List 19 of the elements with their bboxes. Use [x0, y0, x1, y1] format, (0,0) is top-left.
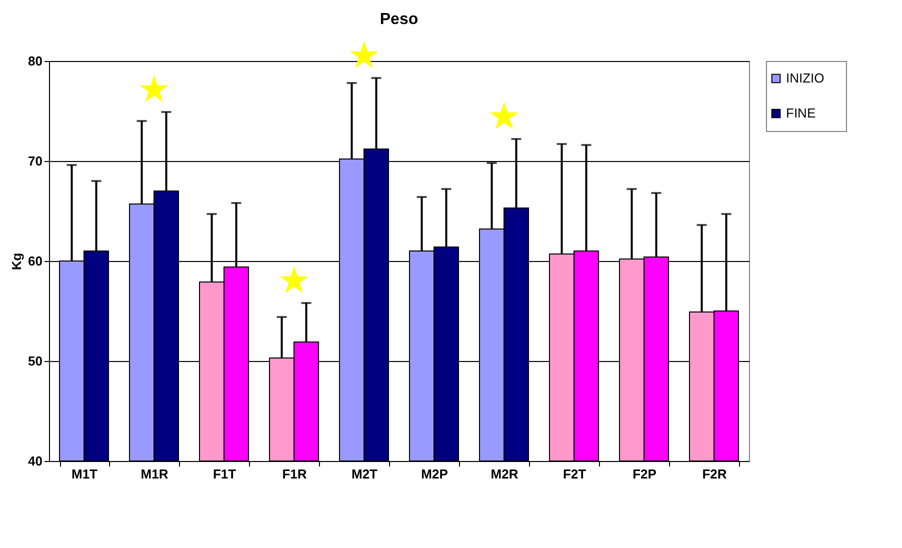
y-tick-label: 50	[28, 354, 42, 368]
x-tick-label: M2P	[421, 466, 448, 482]
y-tick-label: 80	[28, 54, 42, 68]
chart-title: Peso	[380, 11, 418, 28]
x-tick-label: F2P	[632, 466, 657, 482]
y-tick-label: 70	[28, 154, 42, 168]
y-tick-label: 40	[28, 454, 42, 468]
legend-label: FINE	[786, 106, 816, 120]
x-tick-label: M2T	[352, 466, 378, 482]
x-tick-label: F2T	[562, 466, 586, 482]
x-tick-label: F2R	[702, 466, 728, 482]
legend-label: INIZIO	[786, 70, 824, 86]
x-tick-label: M2R	[490, 466, 519, 482]
x-tick-label: F1R	[282, 466, 308, 482]
x-tick-label: M1T	[72, 466, 98, 482]
x-tick-label: F1T	[212, 466, 236, 482]
y-axis-title: Kg	[9, 252, 24, 270]
x-tick-label: M1R	[140, 466, 169, 482]
y-tick-label: 60	[28, 254, 42, 268]
